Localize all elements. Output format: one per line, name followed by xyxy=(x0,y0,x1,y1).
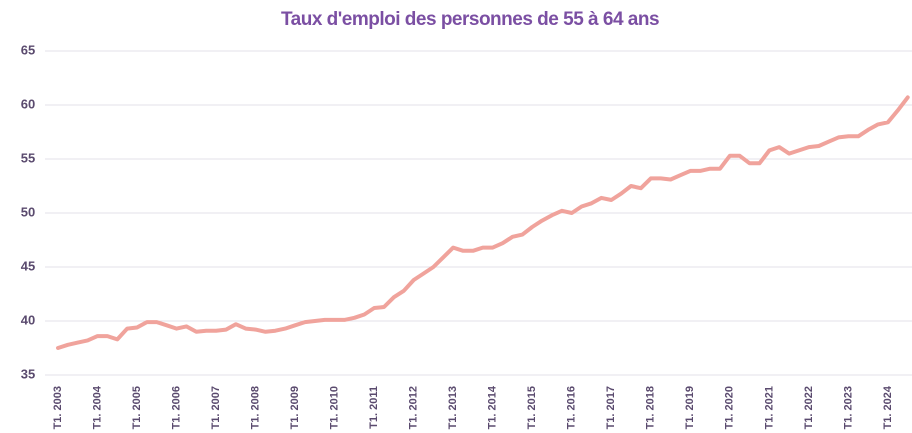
x-tick-label: T1. 2009 xyxy=(289,386,301,429)
x-tick-label: T1. 2020 xyxy=(724,386,736,429)
y-tick-label: 60 xyxy=(21,96,35,111)
x-tick-label: T1. 2006 xyxy=(170,386,182,429)
x-tick-label: T1. 2003 xyxy=(52,386,64,429)
chart-title: Taux d'emploi des personnes de 55 à 64 a… xyxy=(281,9,659,30)
x-tick-label: T1. 2010 xyxy=(329,386,341,429)
y-tick-label: 50 xyxy=(21,204,35,219)
y-tick-label: 65 xyxy=(21,42,35,57)
x-tick-label: T1. 2014 xyxy=(487,385,499,429)
y-tick-label: 55 xyxy=(21,150,35,165)
y-tick-label: 40 xyxy=(21,312,35,327)
x-tick-label: T1. 2005 xyxy=(131,386,143,429)
x-tick-label: T1. 2007 xyxy=(210,386,222,429)
y-tick-label: 35 xyxy=(21,366,35,381)
x-tick-label: T1. 2019 xyxy=(684,386,696,429)
x-tick-label: T1. 2017 xyxy=(605,386,617,429)
x-tick-label: T1. 2016 xyxy=(566,386,578,429)
x-tick-label: T1. 2024 xyxy=(882,385,894,429)
y-tick-label: 45 xyxy=(21,258,35,273)
x-tick-label: T1. 2004 xyxy=(91,385,103,429)
x-tick-label: T1. 2012 xyxy=(408,386,420,429)
data-line xyxy=(56,95,910,350)
x-tick-label: T1. 2008 xyxy=(250,386,262,429)
x-tick-label: T1. 2022 xyxy=(803,386,815,429)
x-tick-label: T1. 2021 xyxy=(763,386,775,429)
x-tick-label: T1. 2011 xyxy=(368,386,380,429)
x-tick-label: T1. 2018 xyxy=(645,386,657,429)
x-tick-label: T1. 2015 xyxy=(526,386,538,429)
x-tick-label: T1. 2023 xyxy=(842,386,854,429)
x-tick-label: T1. 2013 xyxy=(447,386,459,429)
